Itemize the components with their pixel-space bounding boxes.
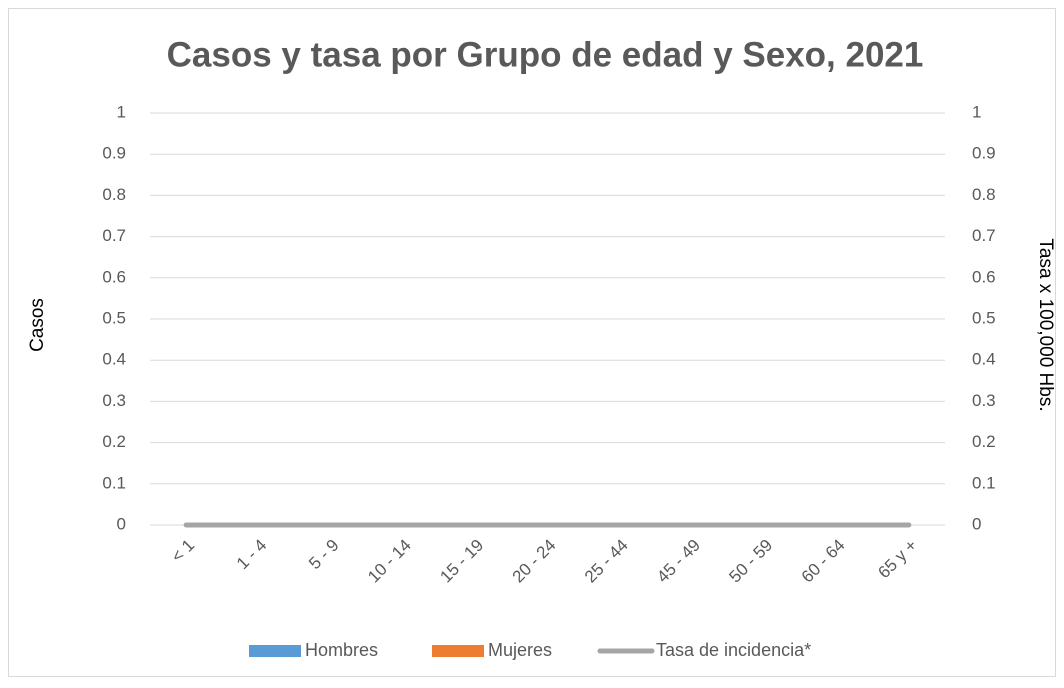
y2-tick-label: 0.6 xyxy=(972,267,996,286)
y-tick-label: 0.7 xyxy=(102,226,126,245)
legend-label: Mujeres xyxy=(488,640,552,660)
y2-tick-label: 0.3 xyxy=(972,391,996,410)
y-tick-label: 0.1 xyxy=(102,473,126,492)
y2-tick-label: 0.1 xyxy=(972,473,996,492)
y2-tick-label: 1 xyxy=(972,102,981,121)
legend-label: Tasa de incidencia* xyxy=(656,640,811,660)
y2-tick-label: 0.8 xyxy=(972,185,996,204)
y-tick-label: 0.8 xyxy=(102,185,126,204)
y2-tick-label: 0.4 xyxy=(972,350,996,369)
y-tick-label: 0.2 xyxy=(102,432,126,451)
y-tick-label: 0 xyxy=(117,514,126,533)
y2-tick-label: 0 xyxy=(972,514,981,533)
y-tick-label: 0.9 xyxy=(102,144,126,163)
y-tick-label: 0.6 xyxy=(102,267,126,286)
chart-border xyxy=(8,8,1056,677)
y2-tick-label: 0.5 xyxy=(972,308,996,327)
y2-axis-title: Tasa x 100,000 Hbs. xyxy=(1035,238,1056,411)
chart-title: Casos y tasa por Grupo de edad y Sexo, 2… xyxy=(167,35,924,74)
y2-tick-label: 0.7 xyxy=(972,226,996,245)
legend-swatch xyxy=(432,645,484,657)
legend-swatch xyxy=(249,645,301,657)
y2-tick-label: 0.2 xyxy=(972,432,996,451)
y-axis-title: Casos xyxy=(27,298,48,352)
y-tick-label: 0.5 xyxy=(102,308,126,327)
y2-tick-label: 0.9 xyxy=(972,144,996,163)
y-tick-label: 0.4 xyxy=(102,350,126,369)
legend-label: Hombres xyxy=(305,640,378,660)
y-tick-label: 1 xyxy=(117,102,126,121)
y-tick-label: 0.3 xyxy=(102,391,126,410)
